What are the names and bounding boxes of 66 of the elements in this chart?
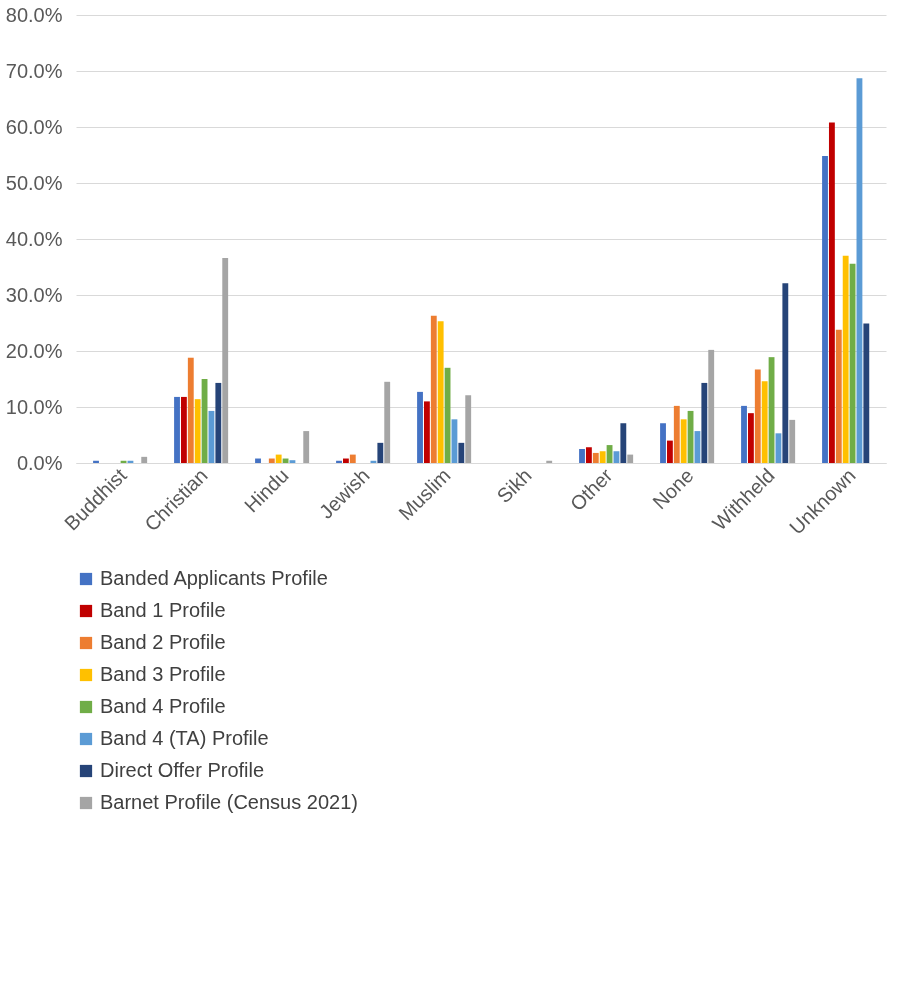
bar: [268, 458, 275, 463]
bar: [680, 419, 687, 463]
y-tick-label: 10.0%: [5, 395, 63, 418]
bar: [275, 454, 282, 463]
bar: [789, 419, 796, 463]
bar: [741, 405, 747, 463]
bar: [342, 458, 349, 463]
bar: [187, 357, 194, 463]
bar: [255, 458, 261, 463]
bar: [289, 460, 296, 463]
legend-label: Band 1 Profile: [100, 599, 226, 621]
legend-label: Direct Offer Profile: [100, 759, 265, 781]
bar: [180, 396, 187, 463]
bar: [863, 323, 870, 463]
legend-label: Band 4 (TA) Profile: [100, 727, 269, 749]
bar: [336, 460, 342, 463]
y-tick-label: 70.0%: [5, 59, 63, 82]
bar: [599, 451, 606, 463]
y-tick-label: 30.0%: [5, 283, 63, 306]
legend-label: Barnet Profile (Census 2021): [100, 791, 358, 813]
y-tick-label: 60.0%: [5, 115, 63, 138]
bar: [349, 454, 356, 463]
bar: [437, 321, 444, 463]
bar: [828, 122, 835, 463]
bar: [377, 442, 384, 463]
bar: [754, 369, 761, 463]
y-tick-label: 80.0%: [5, 3, 63, 26]
bar: [585, 447, 592, 463]
bar: [465, 395, 472, 463]
bar: [782, 283, 789, 463]
legend-label: Band 4 Profile: [100, 695, 226, 717]
y-tick-label: 0.0%: [16, 451, 63, 474]
bar: [141, 456, 148, 463]
bar: [660, 423, 666, 463]
bar: [303, 431, 310, 463]
bar: [747, 413, 754, 463]
bar: [835, 329, 842, 463]
bar: [384, 381, 391, 463]
legend-label: Band 2 Profile: [100, 631, 226, 653]
bar: [174, 396, 180, 463]
bar: [822, 156, 828, 463]
y-tick-label: 40.0%: [5, 227, 63, 250]
y-tick-label: 50.0%: [5, 171, 63, 194]
legend-label: Band 3 Profile: [100, 663, 226, 685]
bar: [430, 315, 437, 463]
bar: [423, 401, 430, 463]
bar: [215, 382, 222, 463]
bar: [673, 405, 680, 463]
bar: [592, 452, 599, 463]
y-tick-label: 20.0%: [5, 339, 63, 362]
bar: [546, 460, 553, 463]
bar: [761, 381, 768, 463]
bar: [620, 423, 627, 463]
x-tick-label: Sikh: [492, 464, 536, 508]
bar: [708, 349, 715, 463]
bar: [222, 258, 229, 463]
bar: [458, 442, 465, 463]
bar: [579, 449, 585, 463]
bar: [842, 255, 849, 463]
bar: [417, 391, 423, 463]
bar: [666, 440, 673, 463]
bar: [93, 460, 99, 463]
bar: [701, 382, 708, 463]
legend-label: Banded Applicants Profile: [100, 567, 328, 589]
bar: [627, 454, 634, 463]
bar: [194, 399, 201, 463]
